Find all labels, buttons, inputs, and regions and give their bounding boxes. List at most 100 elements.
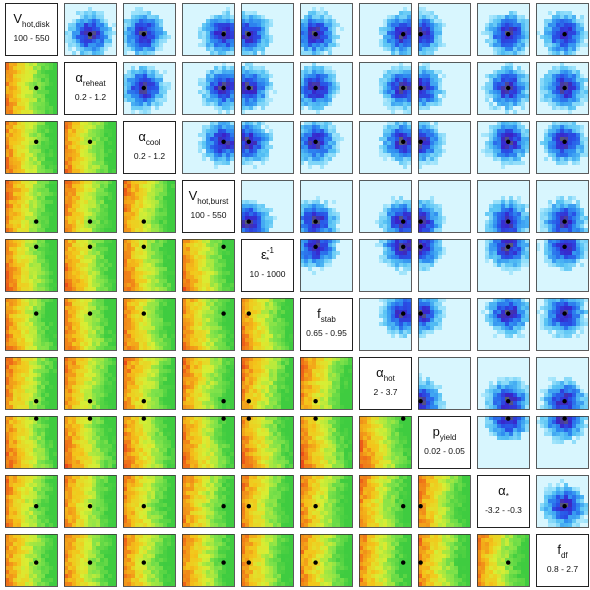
best-fit-marker: [34, 560, 39, 565]
matrix-cell-r8-c0: [5, 475, 58, 528]
best-fit-marker: [87, 311, 93, 316]
best-fit-marker: [506, 85, 511, 91]
matrix-cell-r0-c7: [418, 3, 471, 56]
matrix-cell-r1-c9: [536, 62, 589, 115]
matrix-cell-r3-c9: [536, 180, 589, 233]
best-fit-marker: [141, 85, 146, 91]
matrix-cell-r7-c4: [241, 416, 294, 469]
matrix-cell-r1-c7: [418, 62, 471, 115]
best-fit-marker: [418, 219, 423, 224]
best-fit-marker: [246, 85, 251, 91]
matrix-cell-r1-c6: [359, 62, 412, 115]
matrix-cell-r1-c0: [5, 62, 58, 115]
best-fit-marker: [221, 311, 226, 316]
best-fit-marker: [87, 504, 93, 509]
best-fit-marker: [87, 244, 93, 249]
best-fit-marker: [401, 85, 406, 91]
param-label-box: [359, 357, 412, 410]
best-fit-marker: [34, 244, 39, 249]
best-fit-marker: [506, 139, 511, 144]
matrix-cell-r9-c8: [477, 534, 530, 587]
best-fit-marker: [313, 416, 318, 421]
matrix-cell-r1-c1: αreheat 0.2 - 1.2: [64, 62, 117, 115]
best-fit-marker: [221, 139, 226, 144]
best-fit-marker: [313, 85, 318, 91]
param-range: 0.8 - 2.7: [547, 564, 578, 574]
param-label-box: [477, 475, 530, 528]
matrix-cell-r7-c3: [182, 416, 235, 469]
param-sub: yield: [440, 433, 456, 442]
best-fit-marker: [313, 32, 318, 37]
param-label-box: [418, 416, 471, 469]
matrix-cell-r4-c9: [536, 239, 589, 292]
param-range: 10 - 1000: [250, 269, 286, 279]
best-fit-marker: [87, 32, 93, 37]
best-fit-marker: [401, 560, 406, 565]
best-fit-marker: [506, 244, 511, 249]
matrix-cell-r2-c0: [5, 121, 58, 174]
matrix-cell-r5-c4: [241, 298, 294, 351]
matrix-cell-r9-c4: [241, 534, 294, 587]
matrix-cell-r5-c6: [359, 298, 412, 351]
matrix-cell-r2-c9: [536, 121, 589, 174]
matrix-cell-r3-c8: [477, 180, 530, 233]
matrix-cell-r6-c1: [64, 357, 117, 410]
param-label-box: [64, 62, 117, 115]
matrix-cell-r1-c5: [300, 62, 353, 115]
matrix-cell-r9-c9: fdf 0.8 - 2.7: [536, 534, 589, 587]
param-range: 0.2 - 1.2: [134, 151, 165, 161]
best-fit-marker: [562, 399, 567, 404]
best-fit-marker: [401, 504, 406, 509]
matrix-cell-r6-c0: [5, 357, 58, 410]
matrix-cell-r9-c1: [64, 534, 117, 587]
param-sub: hot: [384, 374, 396, 383]
best-fit-marker: [418, 311, 423, 316]
best-fit-marker: [221, 504, 226, 509]
matrix-cell-r5-c0: [5, 298, 58, 351]
matrix-cell-r4-c3: [182, 239, 235, 292]
matrix-cell-r4-c5: [300, 239, 353, 292]
matrix-cell-r7-c6: [359, 416, 412, 469]
matrix-cell-r5-c5: fstab 0.65 - 0.95: [300, 298, 353, 351]
best-fit-marker: [246, 416, 251, 421]
matrix-cell-r7-c2: [123, 416, 176, 469]
matrix-cell-r2-c4: [241, 121, 294, 174]
best-fit-marker: [246, 504, 251, 509]
best-fit-marker: [221, 32, 226, 37]
param-sub: stab: [321, 315, 337, 324]
matrix-cell-r2-c2: αcool 0.2 - 1.2: [123, 121, 176, 174]
matrix-cell-r7-c0: [5, 416, 58, 469]
best-fit-marker: [418, 504, 423, 509]
best-fit-marker: [562, 416, 567, 421]
matrix-cell-r8-c4: [241, 475, 294, 528]
matrix-cell-r1-c8: [477, 62, 530, 115]
best-fit-marker: [401, 139, 406, 144]
matrix-cell-r7-c7: pyield 0.02 - 0.05: [418, 416, 471, 469]
best-fit-marker: [87, 399, 93, 404]
best-fit-marker: [87, 219, 93, 224]
best-fit-marker: [506, 311, 511, 316]
matrix-cell-r4-c1: [64, 239, 117, 292]
best-fit-marker: [313, 504, 318, 509]
param-symbol: α: [376, 365, 384, 380]
param-name: αhot: [376, 365, 395, 383]
param-range: 100 - 550: [14, 33, 50, 43]
best-fit-marker: [562, 311, 567, 316]
matrix-cell-r3-c1: [64, 180, 117, 233]
matrix-cell-r1-c2: [123, 62, 176, 115]
matrix-cell-r4-c4: ε-1 * 10 - 1000: [241, 239, 294, 292]
best-fit-marker: [418, 85, 423, 91]
matrix-cell-r5-c8: [477, 298, 530, 351]
best-fit-marker: [401, 32, 406, 37]
matrix-cell-r2-c6: [359, 121, 412, 174]
matrix-cell-r2-c5: [300, 121, 353, 174]
matrix-cell-r6-c5: [300, 357, 353, 410]
best-fit-marker: [418, 32, 423, 37]
matrix-cell-r0-c1: [64, 3, 117, 56]
matrix-cell-r4-c0: [5, 239, 58, 292]
param-symbol: ε: [261, 247, 267, 262]
best-fit-marker: [506, 399, 511, 404]
matrix-cell-r9-c2: [123, 534, 176, 587]
matrix-cell-r4-c6: [359, 239, 412, 292]
param-sub: *: [266, 256, 269, 265]
